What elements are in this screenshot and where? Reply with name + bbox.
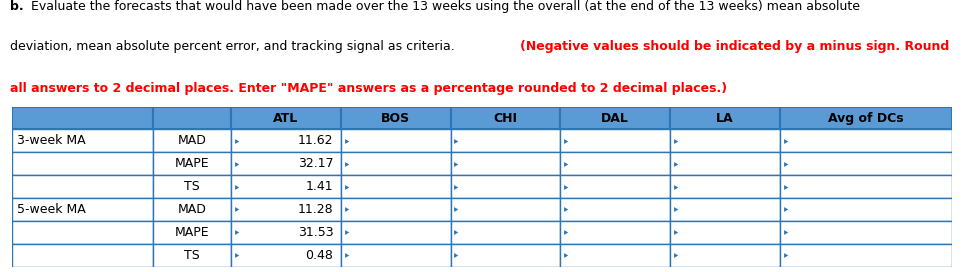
Text: 1.41: 1.41 bbox=[306, 180, 334, 193]
Bar bbox=[231, 152, 341, 175]
Text: (Negative values should be indicated by a minus sign. Round: (Negative values should be indicated by … bbox=[521, 40, 950, 53]
Text: 11.28: 11.28 bbox=[298, 203, 334, 216]
Bar bbox=[152, 198, 231, 221]
Text: all answers to 2 decimal places. Enter "MAPE" answers as a percentage rounded to: all answers to 2 decimal places. Enter "… bbox=[10, 82, 727, 95]
Bar bbox=[12, 175, 152, 198]
Bar bbox=[12, 152, 152, 175]
Bar bbox=[780, 175, 952, 198]
Bar bbox=[231, 107, 341, 129]
Bar bbox=[152, 152, 231, 175]
Text: Avg of DCs: Avg of DCs bbox=[828, 112, 904, 125]
Text: MAD: MAD bbox=[177, 203, 206, 216]
Text: MAPE: MAPE bbox=[174, 157, 209, 170]
Text: 11.62: 11.62 bbox=[298, 134, 334, 147]
Bar bbox=[560, 175, 670, 198]
Bar bbox=[670, 221, 780, 244]
Text: TS: TS bbox=[184, 180, 200, 193]
Bar bbox=[560, 107, 670, 129]
Bar bbox=[670, 244, 780, 267]
Text: BOS: BOS bbox=[381, 112, 411, 125]
Text: Evaluate the forecasts that would have been made over the 13 weeks using the ove: Evaluate the forecasts that would have b… bbox=[27, 0, 860, 13]
Text: 31.53: 31.53 bbox=[298, 226, 334, 239]
Text: TS: TS bbox=[184, 249, 200, 262]
Bar bbox=[670, 152, 780, 175]
Bar bbox=[560, 152, 670, 175]
Bar bbox=[12, 107, 152, 129]
Bar bbox=[780, 198, 952, 221]
Bar bbox=[231, 198, 341, 221]
Bar bbox=[231, 129, 341, 152]
Bar bbox=[450, 198, 560, 221]
Text: 3-week MA: 3-week MA bbox=[17, 134, 86, 147]
Text: CHI: CHI bbox=[494, 112, 518, 125]
Bar bbox=[780, 107, 952, 129]
Bar bbox=[341, 129, 450, 152]
Bar bbox=[12, 129, 152, 152]
Text: b.: b. bbox=[10, 0, 23, 13]
Bar bbox=[560, 221, 670, 244]
Bar bbox=[780, 129, 952, 152]
Bar bbox=[152, 244, 231, 267]
Text: 5-week MA: 5-week MA bbox=[17, 203, 86, 216]
Text: MAPE: MAPE bbox=[174, 226, 209, 239]
Bar bbox=[231, 175, 341, 198]
Bar bbox=[341, 244, 450, 267]
Bar bbox=[560, 129, 670, 152]
Bar bbox=[670, 129, 780, 152]
Bar bbox=[12, 221, 152, 244]
Bar bbox=[450, 129, 560, 152]
Bar bbox=[152, 129, 231, 152]
Bar bbox=[341, 175, 450, 198]
Bar bbox=[450, 221, 560, 244]
Bar bbox=[780, 221, 952, 244]
Bar bbox=[780, 244, 952, 267]
Bar bbox=[152, 175, 231, 198]
Bar bbox=[231, 244, 341, 267]
Bar bbox=[12, 198, 152, 221]
Bar bbox=[341, 107, 450, 129]
Bar bbox=[341, 198, 450, 221]
Bar bbox=[231, 221, 341, 244]
Bar bbox=[560, 198, 670, 221]
Bar bbox=[670, 175, 780, 198]
Bar bbox=[450, 107, 560, 129]
Bar bbox=[560, 244, 670, 267]
Bar bbox=[12, 244, 152, 267]
Bar bbox=[152, 107, 231, 129]
Text: DAL: DAL bbox=[602, 112, 629, 125]
Bar bbox=[670, 198, 780, 221]
Bar bbox=[780, 152, 952, 175]
Text: deviation, mean absolute percent error, and tracking signal as criteria.: deviation, mean absolute percent error, … bbox=[10, 40, 459, 53]
Text: ATL: ATL bbox=[274, 112, 299, 125]
Bar bbox=[450, 244, 560, 267]
Bar bbox=[670, 107, 780, 129]
Text: MAD: MAD bbox=[177, 134, 206, 147]
Bar bbox=[341, 221, 450, 244]
Text: 0.48: 0.48 bbox=[306, 249, 334, 262]
Text: 32.17: 32.17 bbox=[298, 157, 334, 170]
Bar bbox=[450, 175, 560, 198]
Bar bbox=[152, 221, 231, 244]
Bar bbox=[341, 152, 450, 175]
Text: LA: LA bbox=[716, 112, 734, 125]
Bar bbox=[450, 152, 560, 175]
